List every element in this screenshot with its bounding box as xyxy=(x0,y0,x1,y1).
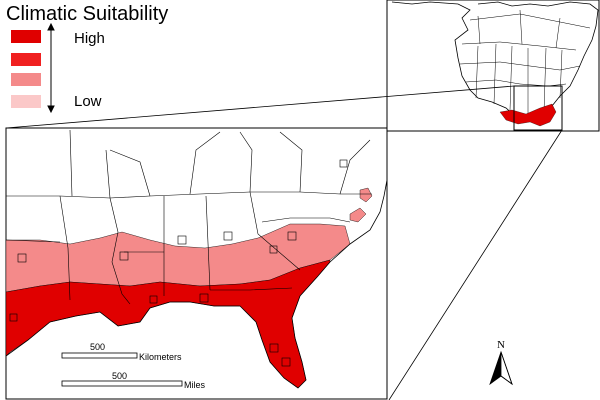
legend-title: Climatic Suitability xyxy=(6,3,169,25)
main-map xyxy=(5,127,388,400)
scalebar-mi xyxy=(61,380,183,387)
coastline xyxy=(5,179,388,389)
nc-coast-suitability-zone xyxy=(349,207,367,223)
state-borders xyxy=(5,129,372,305)
legend-high-label: High xyxy=(74,30,105,47)
virginia-coast-suitability-zone xyxy=(359,187,373,203)
legend-swatch-4 xyxy=(11,95,41,108)
inset-extent-box xyxy=(513,85,563,131)
north-arrow-icon xyxy=(489,350,513,386)
legend-swatch-3 xyxy=(11,73,41,86)
scalebar-km-value: 500 xyxy=(90,342,106,352)
legend-low-label: Low xyxy=(74,93,102,110)
legend-swatch-2 xyxy=(11,53,41,66)
hatched-area-markers xyxy=(9,159,348,367)
scalebar-mi-value: 500 xyxy=(112,371,128,381)
inset-state-borders xyxy=(459,9,591,118)
inset-map xyxy=(386,0,600,132)
legend-arrow xyxy=(47,22,55,114)
extent-connector-lines xyxy=(5,85,563,400)
scalebar-km xyxy=(61,352,138,359)
north-arrow-label: N xyxy=(497,339,505,351)
scalebar-mi-unit: Miles xyxy=(184,380,206,390)
legend-swatch-1 xyxy=(11,30,41,43)
scalebar-km-unit: Kilometers xyxy=(139,352,182,362)
